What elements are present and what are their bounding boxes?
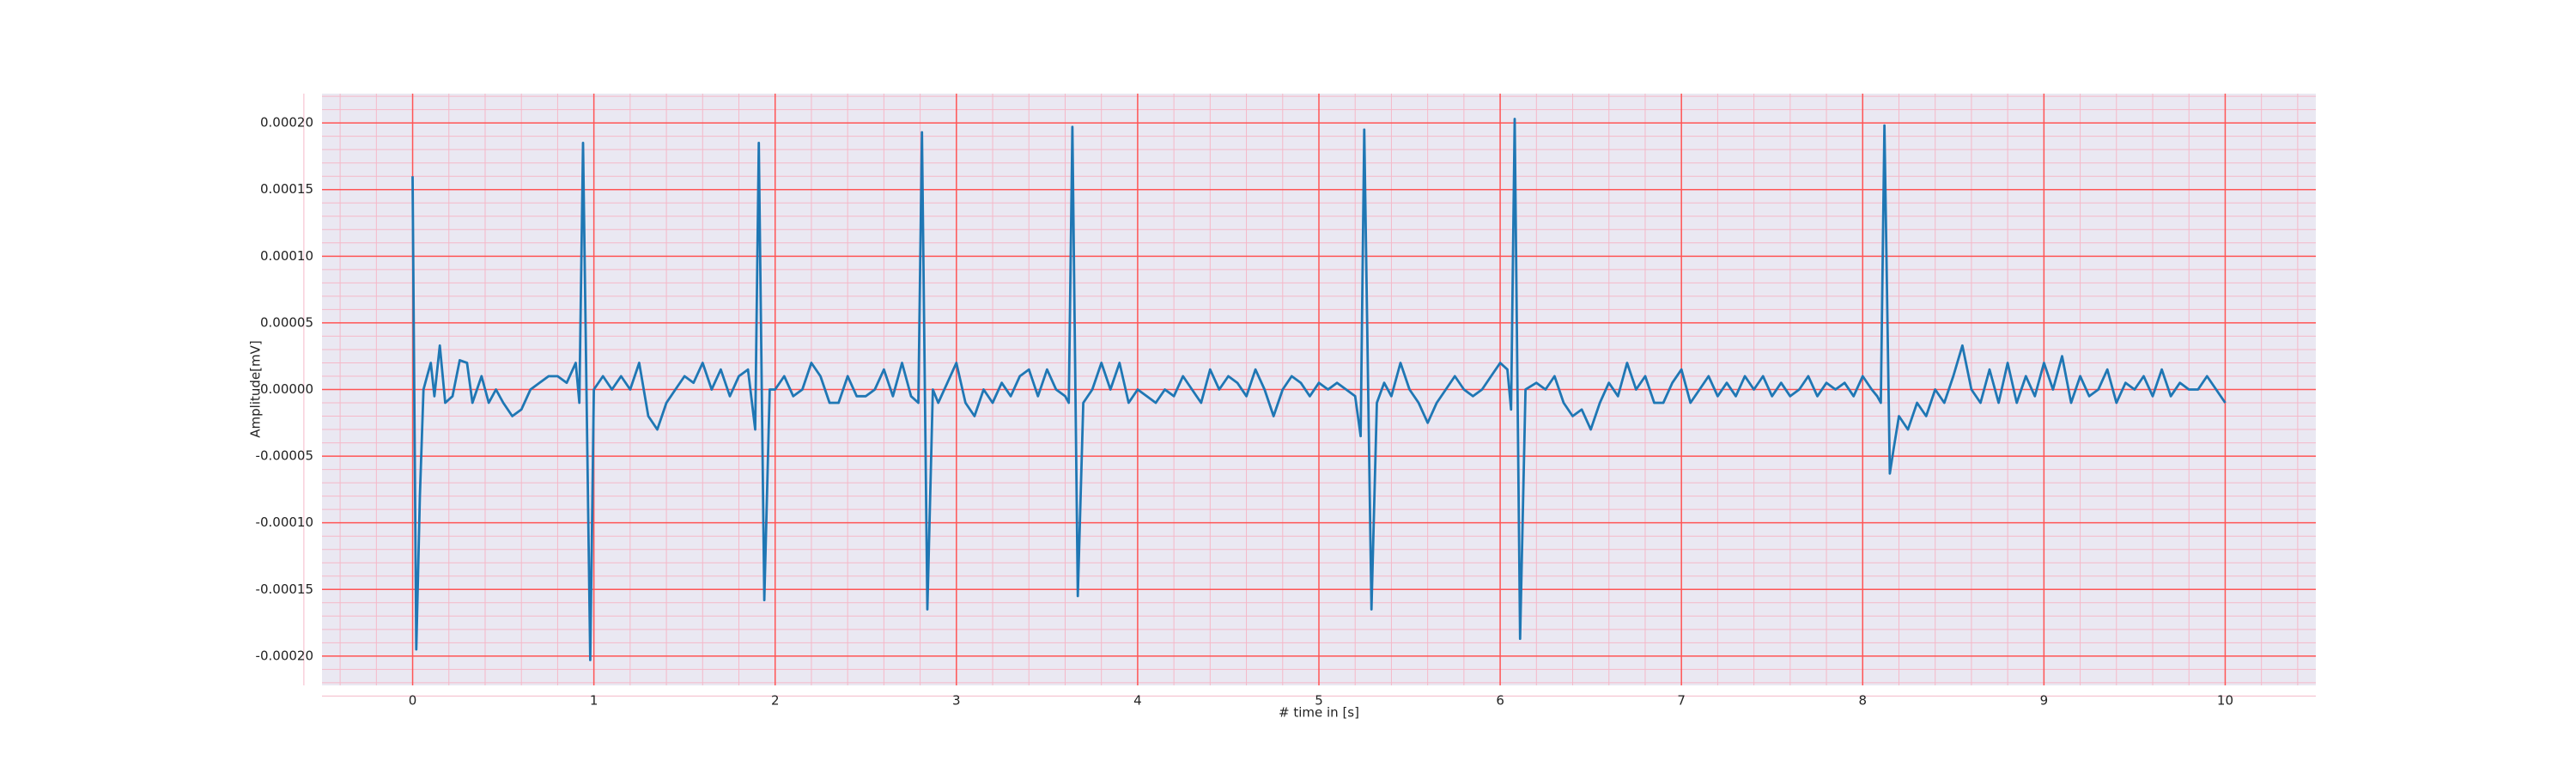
x-tick-label: 0 bbox=[409, 693, 417, 709]
x-tick-label: 1 bbox=[590, 693, 598, 709]
y-tick-label: 0.00000 bbox=[260, 381, 313, 397]
y-tick-label: -0.00020 bbox=[256, 648, 313, 663]
x-axis-label: # time in [s] bbox=[1279, 705, 1359, 721]
signal-line bbox=[411, 118, 2227, 661]
x-tick-label: 2 bbox=[771, 693, 780, 709]
y-tick-label: 0.00010 bbox=[260, 248, 313, 264]
y-axis-label: Amplitude[mV] bbox=[248, 340, 264, 437]
y-tick-label: 0.00015 bbox=[260, 181, 313, 197]
y-tick-label: 0.00020 bbox=[260, 115, 313, 131]
x-tick-label: 5 bbox=[1315, 693, 1323, 709]
x-tick-label: 9 bbox=[2040, 693, 2049, 709]
x-tick-label: 4 bbox=[1133, 693, 1142, 709]
y-tick-label: -0.00015 bbox=[256, 581, 313, 597]
x-tick-label: 8 bbox=[1858, 693, 1867, 709]
x-tick-label: 3 bbox=[952, 693, 961, 709]
y-tick-label: -0.00010 bbox=[256, 514, 313, 530]
y-tick-label: 0.00005 bbox=[260, 314, 313, 330]
y-tick-label: -0.00005 bbox=[256, 448, 313, 464]
x-tick-label: 10 bbox=[2217, 693, 2233, 709]
x-tick-label: 7 bbox=[1677, 693, 1686, 709]
x-tick-label: 6 bbox=[1496, 693, 1504, 709]
